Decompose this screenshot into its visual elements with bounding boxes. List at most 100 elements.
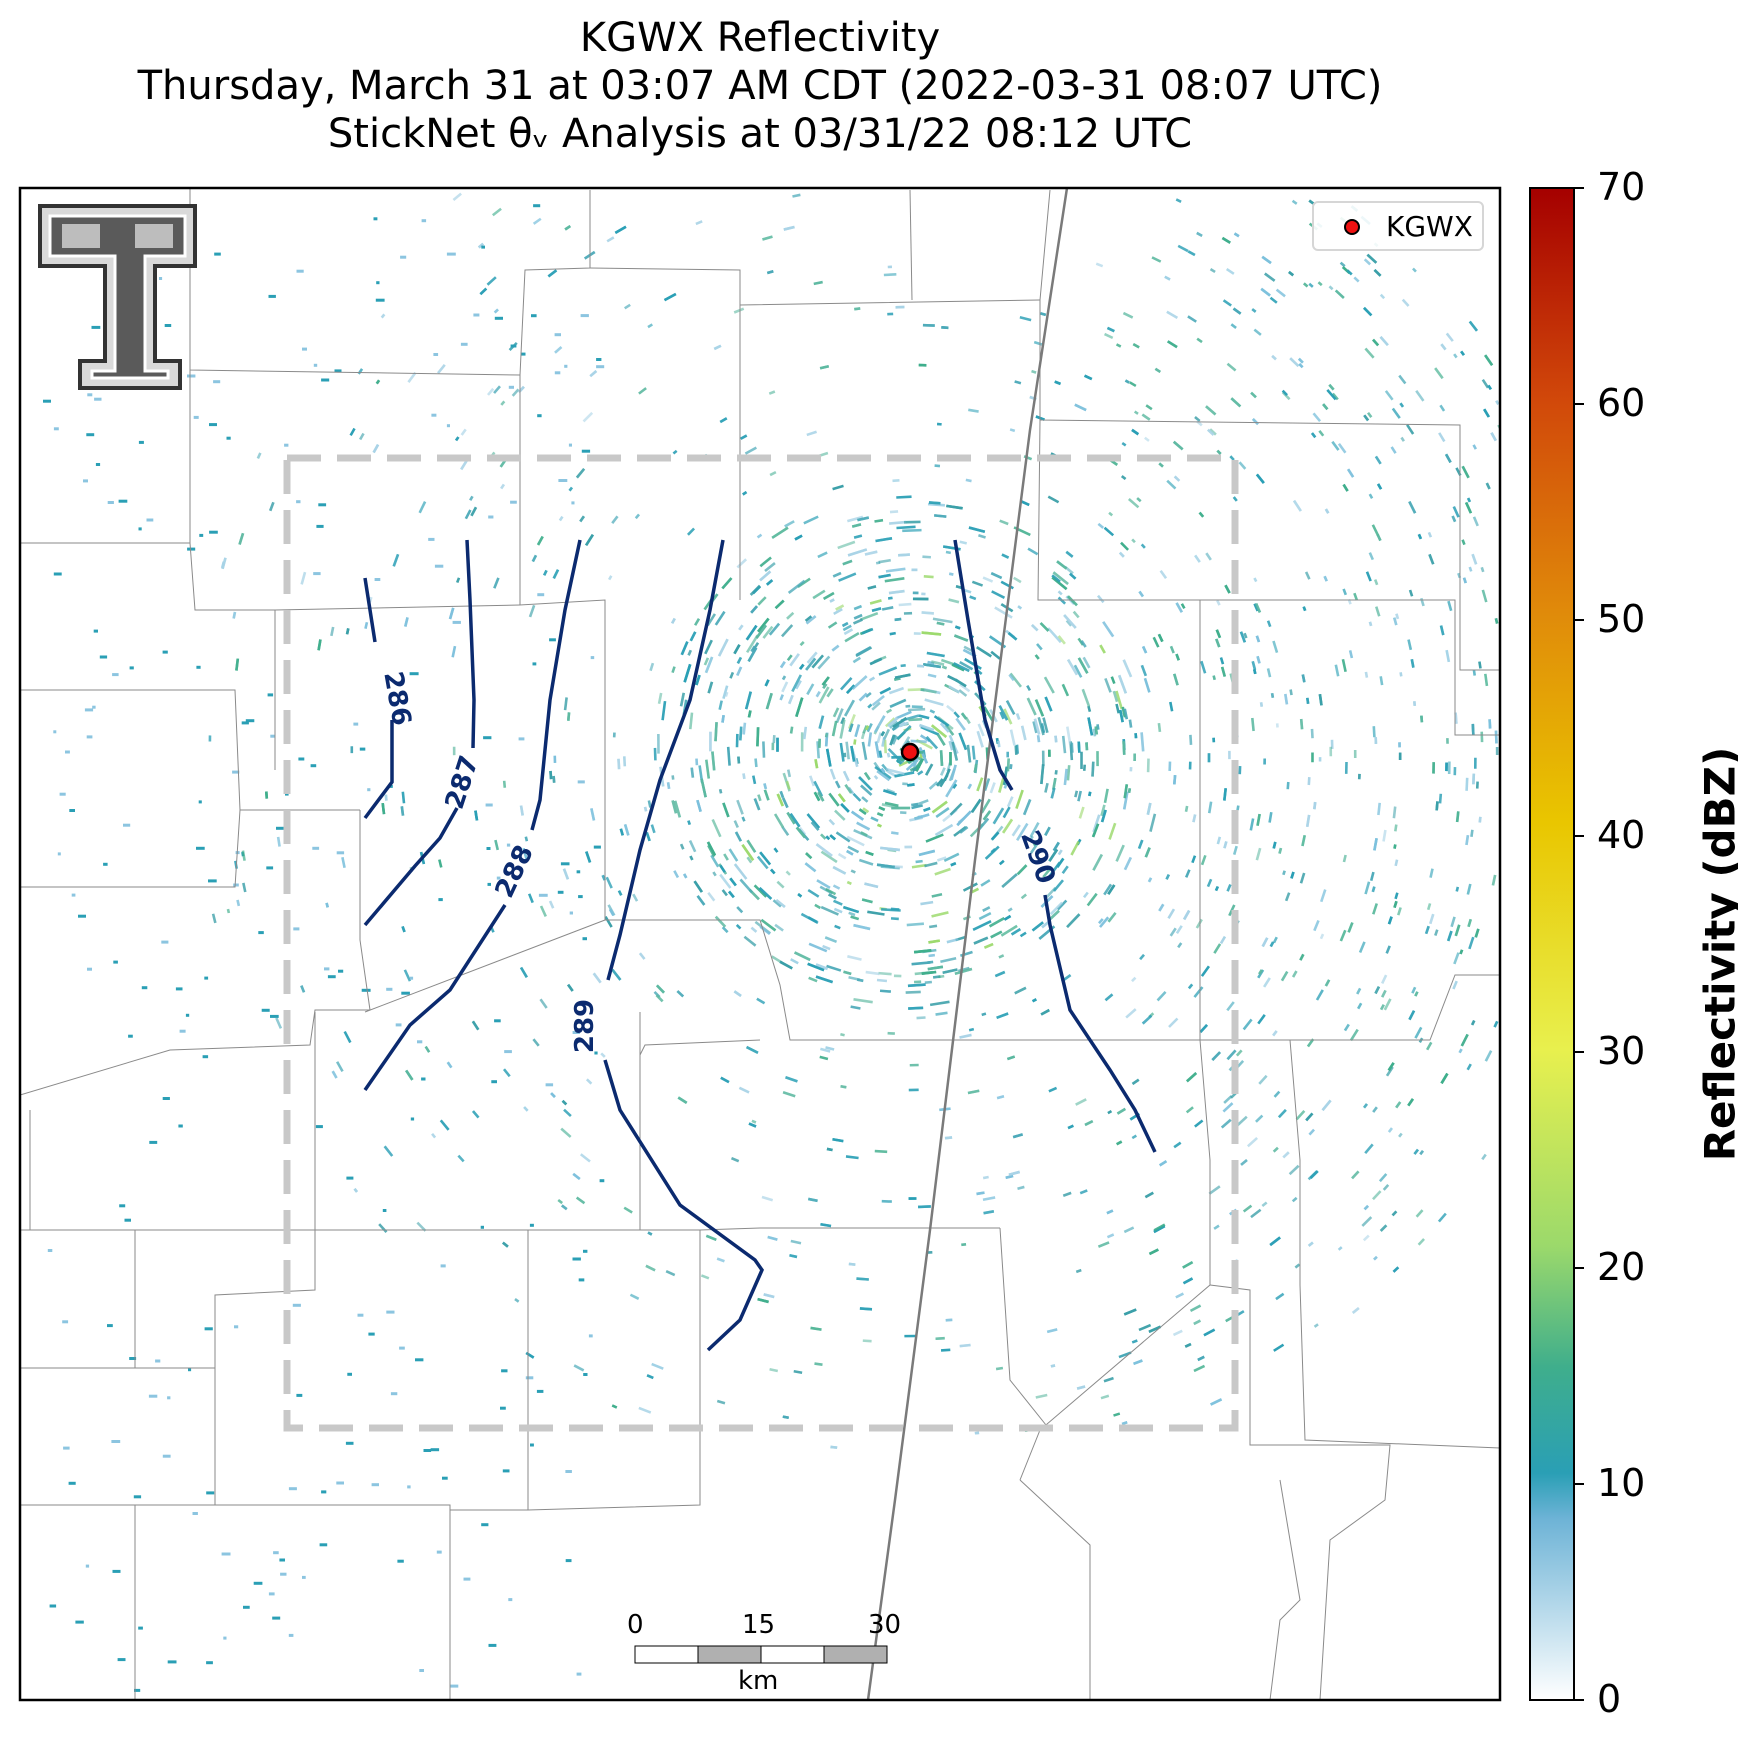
echo-gate — [1468, 936, 1475, 950]
echo-gate — [977, 723, 985, 737]
echo-gate — [718, 700, 723, 710]
echo-gate — [1306, 697, 1310, 704]
echo-gate — [141, 986, 148, 990]
echo-gate — [261, 1008, 270, 1012]
echo-gate — [1032, 840, 1039, 847]
echo-gate — [1255, 473, 1265, 484]
echo-gate — [1223, 1095, 1233, 1104]
echo-gate — [1184, 869, 1191, 878]
echo-gate — [1481, 1153, 1487, 1161]
echo-gate — [1372, 1106, 1378, 1113]
echo-gate — [1312, 412, 1322, 422]
echo-gate — [1106, 1209, 1114, 1215]
echo-gate — [1188, 761, 1192, 770]
echo-gate — [302, 347, 307, 351]
echo-gate — [1275, 723, 1279, 728]
echo-gate — [1107, 884, 1116, 895]
echo-gate — [757, 617, 770, 633]
echo-gate — [738, 1086, 750, 1094]
echo-gate — [1065, 550, 1074, 558]
echo-gate — [285, 792, 289, 796]
echo-gate — [440, 1264, 446, 1268]
echo-gate — [62, 1320, 69, 1324]
echo-gate — [915, 859, 923, 864]
echo-gate — [605, 876, 613, 889]
echo-gate — [874, 1149, 888, 1154]
echo-gate — [842, 559, 853, 566]
echo-gate — [756, 855, 769, 870]
echo-gate — [883, 273, 897, 277]
echo-gate — [733, 990, 742, 998]
echo-gate — [1461, 465, 1470, 479]
echo-gate — [911, 802, 919, 807]
echo-gate — [92, 705, 96, 709]
echo-gate — [1382, 829, 1387, 842]
echo-gate — [424, 1045, 431, 1053]
echo-gate — [787, 579, 806, 594]
echo-gate — [853, 923, 871, 931]
echo-gate — [932, 617, 953, 624]
echo-gate — [744, 691, 753, 710]
echo-gate — [146, 518, 154, 522]
echo-gate — [57, 852, 61, 856]
echo-gate — [583, 1040, 590, 1048]
echo-gate — [1027, 547, 1039, 556]
echo-gate — [431, 1133, 437, 1139]
echo-gate — [383, 1145, 394, 1157]
echo-gate — [111, 1440, 121, 1443]
echo-gate — [581, 449, 591, 453]
echo-gate — [716, 1257, 725, 1263]
echo-gate — [128, 1034, 133, 1038]
echo-gate — [736, 799, 744, 815]
echo-gate — [1272, 1146, 1279, 1153]
echo-gate — [1468, 320, 1478, 332]
echo-gate — [1049, 901, 1064, 916]
echo-gate — [833, 907, 843, 914]
echo-gate — [826, 964, 842, 972]
echo-gate — [1205, 405, 1217, 416]
echo-gate — [871, 701, 881, 711]
echo-gate — [1145, 404, 1153, 411]
echo-gate — [634, 513, 641, 520]
echo-gate — [1133, 753, 1136, 761]
echo-gate — [611, 515, 619, 524]
echo-gate — [241, 721, 249, 725]
echo-gate — [1120, 541, 1130, 551]
echo-gate — [1339, 929, 1347, 942]
echo-gate — [835, 831, 851, 843]
echo-gate — [525, 1376, 534, 1380]
echo-gate — [1210, 1398, 1223, 1406]
echo-gate — [1251, 417, 1259, 426]
echo-gate — [762, 741, 766, 758]
echo-gate — [850, 1005, 861, 1010]
echo-gate — [1246, 1136, 1258, 1148]
echo-gate — [716, 1399, 726, 1405]
radar-site-marker[interactable] — [900, 742, 920, 762]
echo-gate — [998, 859, 1005, 866]
echo-gate — [1087, 717, 1094, 736]
echo-gate — [1272, 1030, 1278, 1037]
echo-gate — [510, 500, 517, 504]
echo-gate — [164, 324, 172, 327]
echo-gate — [859, 1307, 873, 1311]
echo-gate — [1394, 824, 1398, 832]
echo-gate — [750, 605, 758, 614]
echo-gate — [107, 1324, 113, 1328]
echo-gate — [755, 624, 767, 639]
echo-gate — [1096, 594, 1105, 604]
echo-gate — [162, 1454, 171, 1458]
echo-gate — [1158, 462, 1164, 468]
echo-gate — [279, 1558, 285, 1562]
echo-gate — [608, 908, 615, 917]
echo-gate — [347, 1372, 352, 1376]
echo-gate — [206, 1491, 215, 1495]
echo-gate — [1057, 590, 1063, 596]
echo-gate — [997, 740, 1001, 748]
echo-gate — [861, 796, 869, 803]
echo-gate — [779, 694, 784, 701]
echo-gate — [889, 510, 899, 514]
echo-gate — [935, 1336, 945, 1341]
echo-gate — [1401, 298, 1410, 307]
echo-gate — [1465, 835, 1470, 846]
echo-gate — [86, 433, 95, 437]
